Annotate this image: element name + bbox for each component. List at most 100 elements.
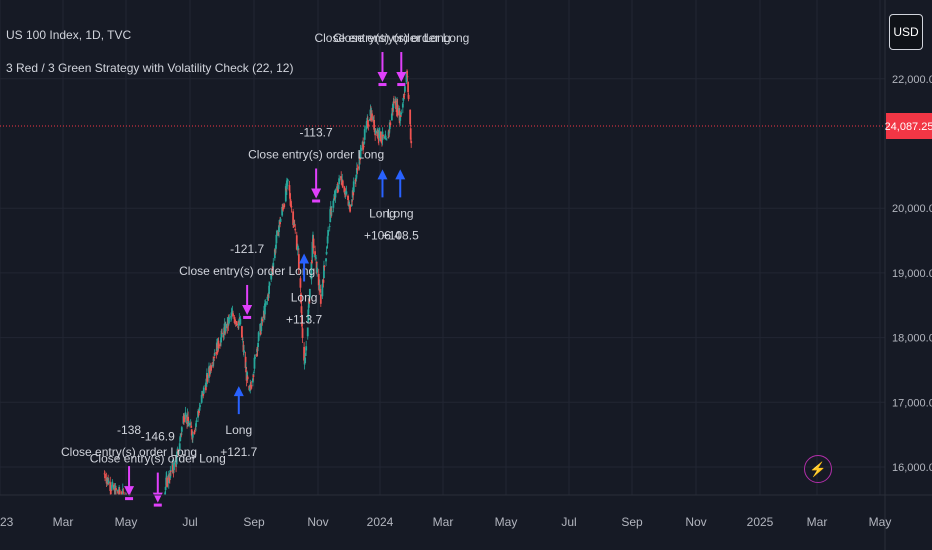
candle-body [363,142,366,144]
candle-body [332,198,335,201]
candle [319,290,322,307]
close-entry-marker[interactable]: Close entry(s) order Long -113.7 [248,125,384,203]
candlestick-series [103,69,413,496]
candle-body [359,155,361,161]
candle [290,201,293,213]
candle-body [198,410,200,413]
candle-body [179,436,182,442]
close-entry-marker[interactable]: Close entry(s) order Long -121.7 [179,242,315,319]
candle [284,183,287,203]
candle-body [369,118,371,121]
candle-body [304,353,307,357]
candle [327,226,330,242]
symbol-title[interactable]: US 100 Index, 1D, TVC [6,28,132,42]
candle-body [308,298,311,304]
candle-body [168,477,171,481]
exit-label: Close entry(s) order Long [61,445,197,459]
close-entry-marker[interactable]: Close entry(s) order Long [314,31,451,87]
exit-bar [125,497,134,501]
candle-body [366,120,369,127]
candle-body [169,471,172,472]
long-entry-marker[interactable]: Long +121.7 [220,386,258,459]
entry-label: Long [387,206,414,220]
candle-body [348,203,350,206]
candle-body [210,365,212,371]
strategy-title[interactable]: 3 Red / 3 Green Strategy with Volatility… [6,61,294,75]
candle [115,485,117,495]
long-entry-marker[interactable]: Long +108.5 [382,169,419,242]
candle [249,379,252,394]
candle [231,305,234,315]
close-entry-marker[interactable]: Close entry(s) order Long -138 [61,423,197,501]
time-tick-label: May [495,515,518,529]
time-axis[interactable]: 2023 Mar May Jul Sep Nov 2024 Mar May Jul Sep Nov 20… [0,494,932,529]
candle-body [249,384,252,389]
candle [392,107,394,116]
candle-body [407,82,409,93]
candle-body [387,130,390,136]
long-entry-marker[interactable]: Long +113.7 [286,253,322,326]
candle-body [392,101,395,109]
candle [289,194,292,208]
candle-body [405,71,408,83]
close-entry-marker[interactable]: Close entry(s) order Long [333,31,469,87]
candle-body [310,262,313,280]
lightning-icon[interactable]: ⚡ [804,455,832,483]
close-entry-marker[interactable]: Close entry(s) order Long -146.9 [90,430,226,507]
candle [180,432,183,438]
candle [202,385,205,394]
candle-body [330,207,333,215]
price-tick-label: 22,000.00 [892,74,932,86]
time-tick-label: Sep [243,515,265,529]
up-arrow-head [233,386,244,397]
candle [215,351,218,359]
candle-body [279,220,281,225]
candle-body [116,490,119,492]
up-arrow-head [377,169,388,180]
candle-body [264,304,267,306]
candle-body [255,354,258,356]
candle [190,421,193,428]
candle-body [106,477,109,480]
candle-body [396,104,399,116]
candle [103,470,106,475]
candle [187,411,189,422]
candle-body [199,405,202,407]
time-tick-label: Sep [621,515,643,529]
candle-body [224,323,227,332]
candle-body [253,357,256,369]
candle-body [311,259,313,264]
candle-body [388,122,391,130]
candle-body [212,359,215,361]
candle-body [402,97,405,101]
candle-body [279,218,282,222]
candle-body [212,362,215,365]
candle-body [177,449,180,455]
price-tick-label: 17,000.00 [892,397,932,409]
time-tick-label: Jul [561,515,576,529]
candle-body [393,101,395,104]
candle-body [382,134,384,137]
candle [295,231,298,251]
candle [311,256,313,265]
candle [245,362,247,370]
currency-button[interactable]: USD [889,14,923,50]
entry-pnl: +106.4 [364,228,401,242]
candle-body [172,465,174,471]
time-tick-label: 2023 [0,515,14,529]
candle-body [344,191,347,194]
candle-body [233,317,236,323]
candle [374,128,377,135]
price-tag[interactable] [886,113,932,139]
grid-lines [0,0,885,495]
price-axis[interactable]: 16,000.00 17,000.00 18,000.00 19,000.00 20,0… [884,0,932,550]
candle-body [321,284,324,297]
candle [303,342,305,364]
candle-body [239,318,242,325]
candle-body [400,112,403,115]
candle-body [303,346,305,361]
long-entry-marker[interactable]: Long +106.4 [364,169,401,242]
candle-body [172,469,175,473]
price-tick-label: 20,000.00 [892,203,932,215]
